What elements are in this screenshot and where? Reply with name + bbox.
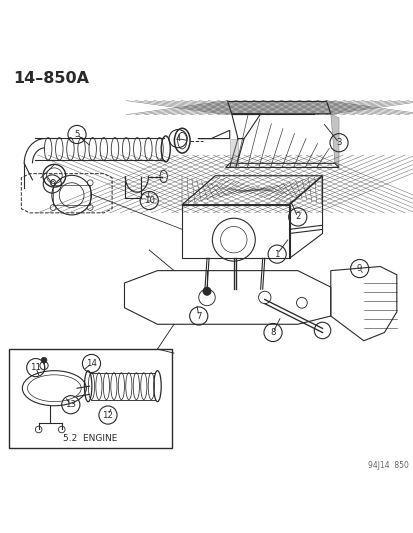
Text: 11: 11 [30, 363, 41, 372]
Text: 5.2  ENGINE: 5.2 ENGINE [63, 434, 117, 443]
Text: 8: 8 [270, 328, 275, 337]
Text: 4: 4 [175, 134, 180, 143]
Text: 9: 9 [356, 264, 361, 273]
Polygon shape [229, 139, 237, 167]
Text: 14: 14 [86, 359, 97, 368]
Text: 14–850A: 14–850A [13, 70, 89, 85]
Text: 10: 10 [143, 196, 154, 205]
Text: 2: 2 [294, 213, 300, 222]
Text: 5: 5 [74, 130, 80, 139]
Text: 13: 13 [65, 400, 76, 409]
Polygon shape [330, 114, 338, 167]
Circle shape [202, 287, 211, 295]
Circle shape [41, 357, 47, 363]
Text: 12: 12 [102, 410, 113, 419]
Text: 7: 7 [195, 311, 201, 320]
Text: 6: 6 [50, 180, 55, 189]
Text: 94J14  850: 94J14 850 [368, 461, 408, 470]
Text: 3: 3 [335, 138, 341, 147]
Text: 1: 1 [274, 249, 279, 259]
